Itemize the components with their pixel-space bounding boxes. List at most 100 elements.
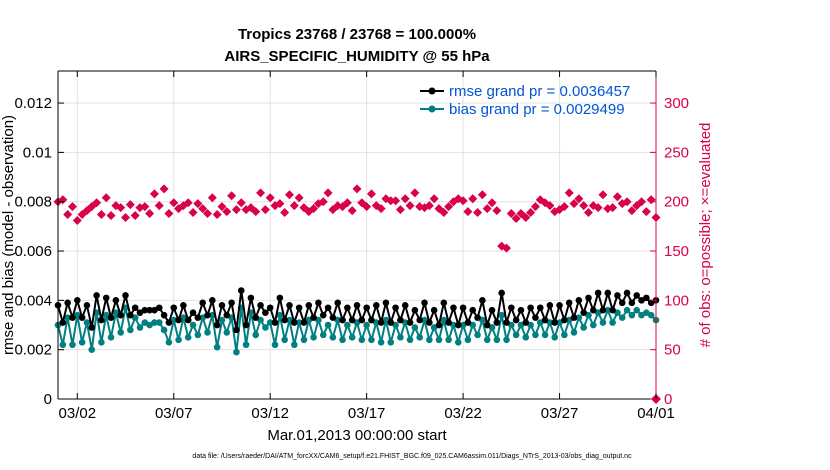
rmse-point — [377, 319, 385, 326]
rmse-point — [180, 301, 187, 309]
rmse-point — [479, 297, 486, 304]
rmse-point — [459, 304, 467, 312]
bias-point — [368, 336, 375, 344]
rmse-point — [165, 319, 173, 326]
rmse-point — [483, 321, 491, 329]
obs-count-marker — [463, 207, 473, 217]
rmse-point — [213, 321, 221, 329]
obs-count-marker — [280, 208, 290, 218]
x-tick-label: 03/07 — [155, 405, 193, 422]
bias-point — [242, 341, 250, 349]
bias-point — [580, 324, 587, 331]
bias-point — [175, 336, 182, 344]
obs-count-marker — [188, 208, 198, 218]
x-axis-label: Mar.01,2013 00:00:00 start — [267, 427, 447, 444]
y-tick-label-left: 0 — [44, 391, 52, 408]
rmse-point — [98, 316, 105, 324]
bias-point — [435, 336, 443, 344]
bias-point — [266, 319, 274, 326]
obs-count-marker — [309, 204, 319, 214]
bias-point — [483, 336, 491, 344]
y-tick-label-right: 150 — [664, 243, 689, 260]
rmse-point — [305, 301, 313, 309]
bias-point — [88, 346, 96, 353]
rmse-point — [319, 311, 327, 319]
rmse-point — [223, 311, 231, 319]
rmse-point — [329, 314, 337, 321]
obs-count-marker — [583, 208, 593, 218]
rmse-point — [315, 299, 322, 307]
rmse-point — [561, 316, 568, 324]
rmse-point — [266, 304, 274, 312]
y-tick-label-left: 0.012 — [14, 95, 52, 112]
rmse-point — [155, 304, 163, 312]
rmse-series — [54, 287, 660, 334]
y-tick-label-left: 0.008 — [14, 194, 52, 211]
legend-bias-label: bias grand pr = 0.0029499 — [449, 101, 625, 118]
grid — [58, 71, 657, 399]
chart-title-line-1: Tropics 23768 / 23768 = 100.000% — [238, 26, 476, 43]
legend: rmse grand pr = 0.0036457 bias grand pr … — [420, 83, 630, 118]
bias-point — [561, 331, 568, 339]
rmse-point — [184, 316, 192, 324]
bias-point — [300, 336, 308, 344]
chart-title-line-2: AIRS_SPECIFIC_HUMIDITY @ 55 hPa — [224, 48, 490, 65]
obs-count-marker — [130, 211, 140, 221]
rmse-point — [353, 301, 361, 309]
obs-count-marker — [468, 194, 478, 204]
rmse-point — [508, 304, 515, 312]
obs-count-marker — [231, 205, 241, 215]
obs-count-marker — [116, 203, 126, 213]
rmse-point — [532, 314, 539, 321]
data-file-note: data file: /Users/raeder/DAI/ATM_forcXX/… — [192, 453, 632, 460]
x-tick-label: 03/12 — [251, 405, 289, 422]
obs-count-marker — [342, 198, 352, 208]
bias-point — [623, 306, 631, 314]
bias-point — [445, 336, 452, 344]
rmse-point — [339, 316, 346, 324]
obs-count-marker — [72, 215, 82, 225]
rmse-point — [88, 324, 96, 331]
obs-count-marker — [429, 194, 439, 204]
bias-point — [464, 336, 472, 344]
rmse-point — [464, 319, 472, 326]
rmse-point — [435, 321, 443, 329]
bias-point — [252, 331, 260, 339]
rmse-point — [512, 316, 520, 324]
obs-count-series — [53, 184, 661, 404]
obs-count-marker — [405, 201, 415, 211]
rmse-point — [233, 326, 240, 334]
rmse-point — [194, 314, 202, 321]
rmse-point — [387, 319, 395, 326]
rmse-point — [372, 301, 380, 309]
x-tick-label: 03/27 — [541, 405, 579, 422]
obs-count-marker — [487, 198, 497, 208]
rmse-point — [575, 297, 583, 304]
x-tick-label: 03/17 — [348, 405, 386, 422]
rmse-point — [556, 301, 563, 309]
bias-point — [160, 326, 168, 334]
bias-point — [295, 319, 303, 326]
y-tick-label-left: 0.004 — [14, 292, 52, 309]
obs-count-marker — [424, 201, 434, 211]
rmse-point — [546, 301, 554, 309]
rmse-point — [618, 299, 626, 307]
obs-count-marker — [386, 196, 396, 206]
bias-point — [551, 334, 559, 341]
y-tick-label-right: 50 — [664, 342, 681, 359]
rmse-point — [614, 292, 621, 299]
rmse-point — [430, 306, 438, 314]
rmse-point — [503, 319, 510, 326]
bias-point — [324, 321, 332, 329]
rmse-point — [454, 321, 462, 329]
bias-point — [474, 331, 481, 339]
y-tick-label-right: 250 — [664, 144, 689, 161]
rmse-point — [344, 304, 351, 312]
rmse-point — [493, 319, 501, 326]
obs-count-marker — [159, 184, 169, 194]
rmse-point — [291, 319, 298, 326]
bias-point — [98, 338, 105, 346]
plot-area — [58, 71, 656, 399]
rmse-point — [570, 314, 578, 321]
